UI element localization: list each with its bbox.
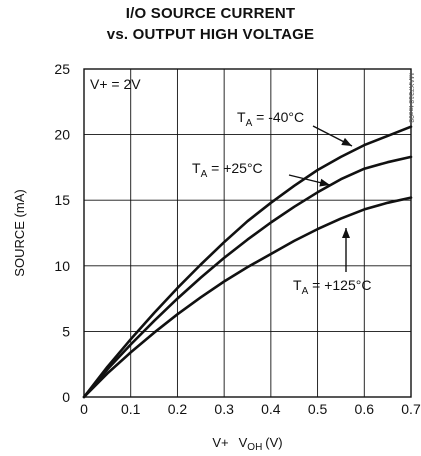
- series-label-plus125: TA = +125°C: [293, 277, 371, 297]
- y-tick-label: 10: [54, 258, 70, 274]
- series-lines: [82, 125, 413, 399]
- annotation-arrows: [288, 125, 353, 272]
- y-tick-label: 15: [54, 192, 70, 208]
- x-tick-label: 0.5: [308, 401, 328, 417]
- series-label-plus125-sub: A: [302, 286, 309, 297]
- plot-frame: [83, 68, 412, 398]
- series-label-minus40: TA = -40°C: [237, 109, 304, 129]
- series-line-plus125: [82, 196, 413, 399]
- x-tick-label: 0.3: [214, 401, 234, 417]
- y-axis-label: SOURCE (mA): [12, 189, 27, 276]
- series-label-plus25-sub: A: [201, 169, 208, 180]
- x-tick-labels: 0 0.1 0.2 0.3 0.4 0.5 0.6 0.7: [80, 401, 421, 417]
- arrow-plus125-head: [342, 228, 350, 238]
- x-tick-label: 0.2: [168, 401, 188, 417]
- y-tick-label: 5: [62, 323, 70, 339]
- x-axis-label-sub: OH: [247, 442, 262, 453]
- x-tick-label: 0: [80, 401, 88, 417]
- x-tick-label: 0.4: [261, 401, 281, 417]
- y-tick-label: 25: [54, 61, 70, 77]
- series-label-plus25-rest: = +25°C: [207, 160, 262, 176]
- x-tick-label: 0.1: [121, 401, 141, 417]
- condition-label: V+ = 2V: [90, 76, 141, 92]
- series-label-minus40-rest: = -40°C: [252, 109, 304, 125]
- series-label-plus25: TA = +25°C: [192, 160, 263, 180]
- x-tick-label: 0.6: [355, 401, 375, 417]
- chart-subtitle: vs. OUTPUT HIGH VOLTAGE: [106, 26, 315, 43]
- x-axis-label-prefix: V+: [212, 435, 228, 450]
- chart-title: I/O SOURCE CURRENT: [125, 5, 296, 22]
- y-tick-labels: 0 5 10 15 20 25: [54, 61, 70, 405]
- series-label-minus40-main: T: [237, 109, 246, 125]
- x-axis-label-unit: (V): [265, 435, 282, 450]
- series-label-plus125-rest: = +125°C: [308, 277, 371, 293]
- y-tick-label: 0: [62, 389, 70, 405]
- grid-lines: [84, 69, 411, 397]
- arrow-minus40-head: [341, 137, 352, 146]
- watermark: MAX7318 toc08: [407, 73, 414, 123]
- series-line-plus25: [82, 155, 413, 399]
- y-tick-label: 20: [54, 127, 70, 143]
- x-axis-label: V+ VOH (V): [212, 435, 282, 453]
- x-axis-label-main: V: [239, 435, 248, 450]
- arrow-plus25-head: [319, 178, 330, 187]
- series-label-plus25-main: T: [192, 160, 201, 176]
- series-label-plus125-main: T: [293, 277, 302, 293]
- x-tick-label: 0.7: [401, 401, 421, 417]
- series-line-minus40: [82, 125, 413, 399]
- series-label-minus40-sub: A: [246, 118, 253, 129]
